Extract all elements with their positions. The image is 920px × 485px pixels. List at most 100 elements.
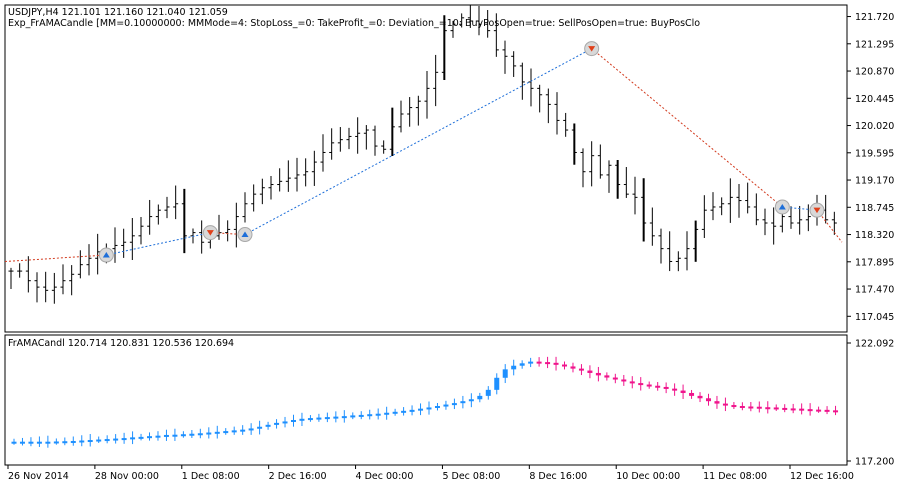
price-bar	[762, 208, 768, 236]
indicator-candle	[172, 428, 178, 441]
indicator-candle	[477, 392, 483, 403]
price-bar	[164, 196, 170, 219]
price-y-tick-label: 119.595	[855, 148, 894, 159]
indicator-candle	[612, 373, 618, 384]
indicator-candle	[511, 359, 517, 376]
price-bar	[129, 217, 135, 261]
price-bar	[121, 228, 127, 258]
price-bar	[502, 40, 508, 74]
indicator-candle-body	[274, 422, 280, 425]
indicator-candle-body	[773, 407, 779, 410]
indicator-candle	[765, 401, 771, 414]
indicator-candle	[248, 423, 254, 435]
indicator-candle-body	[96, 439, 102, 442]
indicator-candle-body	[477, 395, 483, 400]
indicator-candle	[655, 381, 661, 391]
indicator-candle	[87, 434, 93, 447]
indicator-candle-body	[451, 403, 457, 406]
price-bar	[805, 204, 811, 232]
indicator-candle	[358, 411, 364, 420]
price-y-tick-label: 118.320	[855, 230, 894, 241]
price-bar	[623, 167, 629, 198]
indicator-candle	[231, 426, 237, 435]
indicator-candle-body	[401, 410, 407, 413]
indicator-candle	[638, 377, 644, 391]
price-pane-symbol-line: USDJPY,H4 121.101 121.160 121.040 121.05…	[8, 7, 228, 18]
indicator-candle-body	[799, 408, 805, 411]
trade-markers	[98, 41, 825, 263]
sell-arrow-icon	[813, 207, 821, 214]
indicator-candle	[714, 395, 720, 409]
price-bar	[346, 127, 352, 150]
price-bar	[337, 127, 343, 152]
indicator-candle	[350, 412, 356, 420]
price-pane-frame	[4, 4, 848, 333]
indicator-candle	[324, 412, 330, 423]
price-bar	[389, 107, 395, 156]
indicator-candle-body	[113, 438, 119, 441]
indicator-candle	[299, 412, 305, 426]
indicator-candle	[833, 405, 839, 416]
indicator-candle-body	[172, 434, 178, 437]
price-bars	[8, 4, 837, 304]
indicator-candle	[646, 381, 652, 389]
price-bar	[415, 95, 421, 126]
price-bar	[355, 117, 361, 154]
indicator-candle-body	[790, 408, 796, 411]
indicator-candle	[130, 431, 136, 445]
indicator-candle	[807, 403, 813, 416]
sell-arrow-icon	[588, 46, 596, 52]
price-bar	[580, 148, 586, 188]
price-bar	[667, 231, 673, 272]
price-bar	[675, 251, 681, 272]
indicator-candle-body	[341, 416, 347, 419]
indicator-candle	[553, 356, 559, 371]
indicator-candle	[367, 409, 373, 420]
indicator-candle-body	[578, 368, 584, 371]
indicator-candle-body	[375, 413, 381, 416]
indicator-candle-body	[384, 412, 390, 415]
price-bar	[831, 211, 837, 235]
indicator-candle-body	[197, 433, 203, 436]
price-bar	[34, 272, 40, 303]
indicator-candle	[113, 434, 119, 444]
price-bar	[424, 70, 430, 119]
price-bar	[537, 84, 543, 113]
time-axis-tick-label: 10 Dec 00:00	[616, 471, 680, 482]
time-axis-tick-label: 28 Nov 00:00	[95, 471, 159, 482]
price-bar	[476, 5, 482, 36]
price-bar	[372, 125, 378, 156]
indicator-candle	[290, 414, 296, 427]
price-bar	[303, 158, 309, 187]
indicator-candle-body	[121, 438, 127, 441]
price-y-axis: 121.720 121.295 120.870 120.445 120.020 119.5…	[847, 12, 894, 323]
indicator-candle	[434, 403, 440, 411]
indicator-candle	[62, 437, 68, 446]
indicator-candle-body	[765, 407, 771, 410]
sell-deal-marker	[202, 225, 218, 241]
indicator-candle-body	[367, 414, 373, 417]
indicator-candle-body	[689, 392, 695, 396]
indicator-candle-body	[189, 433, 195, 436]
indicator-candle-body	[697, 395, 703, 399]
indicator-candle	[214, 425, 220, 439]
price-bar	[398, 100, 404, 133]
price-bar	[69, 265, 75, 296]
price-bar	[797, 205, 803, 235]
price-bar	[225, 220, 231, 242]
price-bar	[493, 13, 499, 57]
price-y-tick-label: 120.020	[855, 121, 894, 132]
indicator-candle-body	[147, 436, 153, 439]
price-bar	[719, 197, 725, 216]
buy-arrow-icon	[241, 231, 249, 238]
price-bar	[155, 204, 161, 225]
trade-line	[106, 232, 211, 256]
indicator-candle-body	[434, 406, 440, 409]
price-bar	[745, 182, 751, 214]
price-bar	[17, 263, 23, 278]
time-axis-tick-label: 12 Dec 16:00	[790, 471, 854, 482]
indicator-candle-body	[62, 441, 68, 444]
sell-deal-marker	[584, 41, 600, 57]
indicator-candle	[274, 419, 280, 429]
price-bar	[320, 134, 326, 172]
